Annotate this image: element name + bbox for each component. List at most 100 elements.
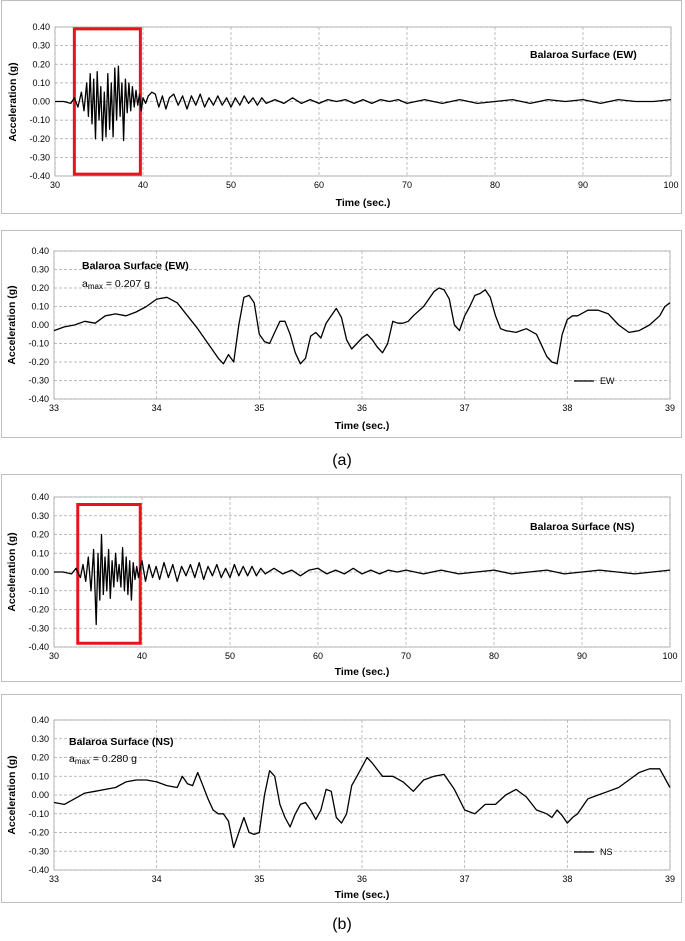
x-tick-label: 30 <box>50 180 60 190</box>
y-tick-label: 0.20 <box>31 753 49 763</box>
y-tick-label: 0.10 <box>31 302 49 312</box>
chart-panel-ns-zoom: 0.40 0.30 0.20 0.10 0.00 -0.10 -0.20 -0.30 -0.40… <box>1 694 682 903</box>
amax-value: = 0.280 g <box>90 753 137 765</box>
y-tick-label: 0.30 <box>31 511 49 521</box>
y-tick-label: -0.20 <box>28 357 49 367</box>
x-tick-label: 36 <box>357 874 367 884</box>
chart-panel-ns-full: 0.40 0.30 0.20 0.10 0.00 -0.10 -0.20 -0.30 -0.40… <box>1 474 682 682</box>
y-tick-label: 0.00 <box>31 567 49 577</box>
chart-svg-ew-full: 0.40 0.30 0.20 0.10 0.00 -0.10 -0.20 -0.30 -0.40… <box>7 22 679 209</box>
y-tick-label: 0.20 <box>32 59 50 69</box>
series-line <box>53 287 671 365</box>
plot-frame <box>53 250 671 400</box>
x-tick-label: 38 <box>562 874 572 884</box>
series-line <box>54 533 671 626</box>
x-tick-label: 80 <box>489 651 499 661</box>
y-axis-title: Acceleration (g) <box>6 532 18 611</box>
x-tick-label: 37 <box>460 874 470 884</box>
y-tick-label: 0.00 <box>31 790 49 800</box>
x-tick-label: 50 <box>226 180 236 190</box>
chart-annotation: Balaroa Surface (EW) <box>530 49 637 61</box>
chart-svg-ns-zoom: 0.40 0.30 0.20 0.10 0.00 -0.10 -0.20 -0.30 -0.40… <box>6 715 675 901</box>
x-tick-label: 70 <box>401 651 411 661</box>
caption-b: (b) <box>332 916 352 933</box>
x-axis-title: Time (sec.) <box>336 197 391 209</box>
amax-symbol: a <box>69 753 75 765</box>
y-tick-label: -0.20 <box>28 605 49 615</box>
amax-subscript: max <box>88 282 103 291</box>
x-tick-label: 60 <box>313 651 323 661</box>
y-tick-label: 0.10 <box>31 548 49 558</box>
x-axis-title: Time (sec.) <box>335 420 390 432</box>
x-tick-label: 33 <box>49 403 59 413</box>
y-tick-label: -0.10 <box>28 339 49 349</box>
y-tick-label: -0.10 <box>28 586 49 596</box>
y-tick-label: 0.10 <box>32 78 50 88</box>
legend-label: EW <box>600 376 615 386</box>
x-tick-label: 34 <box>152 874 162 884</box>
chart-annotation: Balaroa Surface (NS) <box>69 736 173 748</box>
x-axis-title: Time (sec.) <box>335 666 390 678</box>
y-tick-label: -0.30 <box>28 623 49 633</box>
x-tick-label: 100 <box>662 651 677 661</box>
series-line <box>53 756 671 849</box>
y-tick-label: -0.40 <box>28 394 49 404</box>
y-tick-label: 0.00 <box>32 97 50 107</box>
plot-frame <box>53 719 671 871</box>
x-tick-label: 36 <box>357 403 367 413</box>
y-tick-label: 0.20 <box>31 283 49 293</box>
x-tick-label: 38 <box>562 403 572 413</box>
y-tick-label: -0.30 <box>28 846 49 856</box>
x-tick-label: 100 <box>663 180 678 190</box>
y-tick-label: -0.20 <box>29 134 50 144</box>
y-axis-title: Acceleration (g) <box>6 285 18 364</box>
chart-svg-ew-zoom: 0.40 0.30 0.20 0.10 0.00 -0.10 -0.20 -0.30 -0.40… <box>6 246 675 432</box>
x-tick-label: 90 <box>577 651 587 661</box>
x-tick-label: 30 <box>49 651 59 661</box>
x-tick-label: 33 <box>49 874 59 884</box>
chart-annotation: Balaroa Surface (NS) <box>530 521 634 533</box>
x-axis-title: Time (sec.) <box>335 889 390 901</box>
y-tick-label: -0.20 <box>28 828 49 838</box>
amax-label: amax = 0.207 g <box>82 278 150 291</box>
y-tick-label: -0.40 <box>28 642 49 652</box>
chart-panel-ew-zoom: 0.40 0.30 0.20 0.10 0.00 -0.10 -0.20 -0.30 -0.40… <box>1 230 682 438</box>
series-line <box>55 65 672 142</box>
x-tick-label: 39 <box>665 403 675 413</box>
x-tick-label: 80 <box>490 180 500 190</box>
y-tick-label: 0.30 <box>31 265 49 275</box>
y-tick-label: 0.40 <box>31 492 49 502</box>
y-tick-label: 0.40 <box>32 22 50 32</box>
chart-panel-ew-full: 0.40 0.30 0.20 0.10 0.00 -0.10 -0.20 -0.30 -0.40… <box>1 0 682 214</box>
chart-svg-ns-full: 0.40 0.30 0.20 0.10 0.00 -0.10 -0.20 -0.30 -0.40… <box>6 492 678 678</box>
x-tick-label: 35 <box>254 874 264 884</box>
x-tick-label: 50 <box>225 651 235 661</box>
y-axis-title: Acceleration (g) <box>6 755 18 834</box>
x-tick-label: 40 <box>137 651 147 661</box>
y-tick-label: -0.10 <box>28 809 49 819</box>
y-tick-label: -0.30 <box>28 376 49 386</box>
y-axis-title: Acceleration (g) <box>7 62 19 141</box>
x-tick-label: 40 <box>138 180 148 190</box>
caption-a: (a) <box>332 452 352 469</box>
y-tick-label: 0.40 <box>31 246 49 256</box>
y-tick-label: -0.40 <box>29 171 50 181</box>
y-tick-label: 0.10 <box>31 771 49 781</box>
y-tick-label: 0.40 <box>31 715 49 725</box>
x-tick-label: 34 <box>152 403 162 413</box>
y-tick-label: 0.00 <box>31 320 49 330</box>
legend-label: NS <box>600 847 613 857</box>
x-tick-label: 90 <box>578 180 588 190</box>
x-tick-label: 70 <box>402 180 412 190</box>
x-tick-label: 37 <box>460 403 470 413</box>
amax-symbol: a <box>82 278 88 290</box>
y-tick-label: -0.10 <box>29 115 50 125</box>
y-tick-label: -0.30 <box>29 152 50 162</box>
chart-annotation: Balaroa Surface (EW) <box>82 260 189 272</box>
x-tick-label: 35 <box>254 403 264 413</box>
amax-subscript: max <box>75 757 90 766</box>
y-tick-label: 0.30 <box>31 734 49 744</box>
x-tick-label: 60 <box>314 180 324 190</box>
amax-label: amax = 0.280 g <box>69 753 137 766</box>
amax-value: = 0.207 g <box>103 278 150 290</box>
